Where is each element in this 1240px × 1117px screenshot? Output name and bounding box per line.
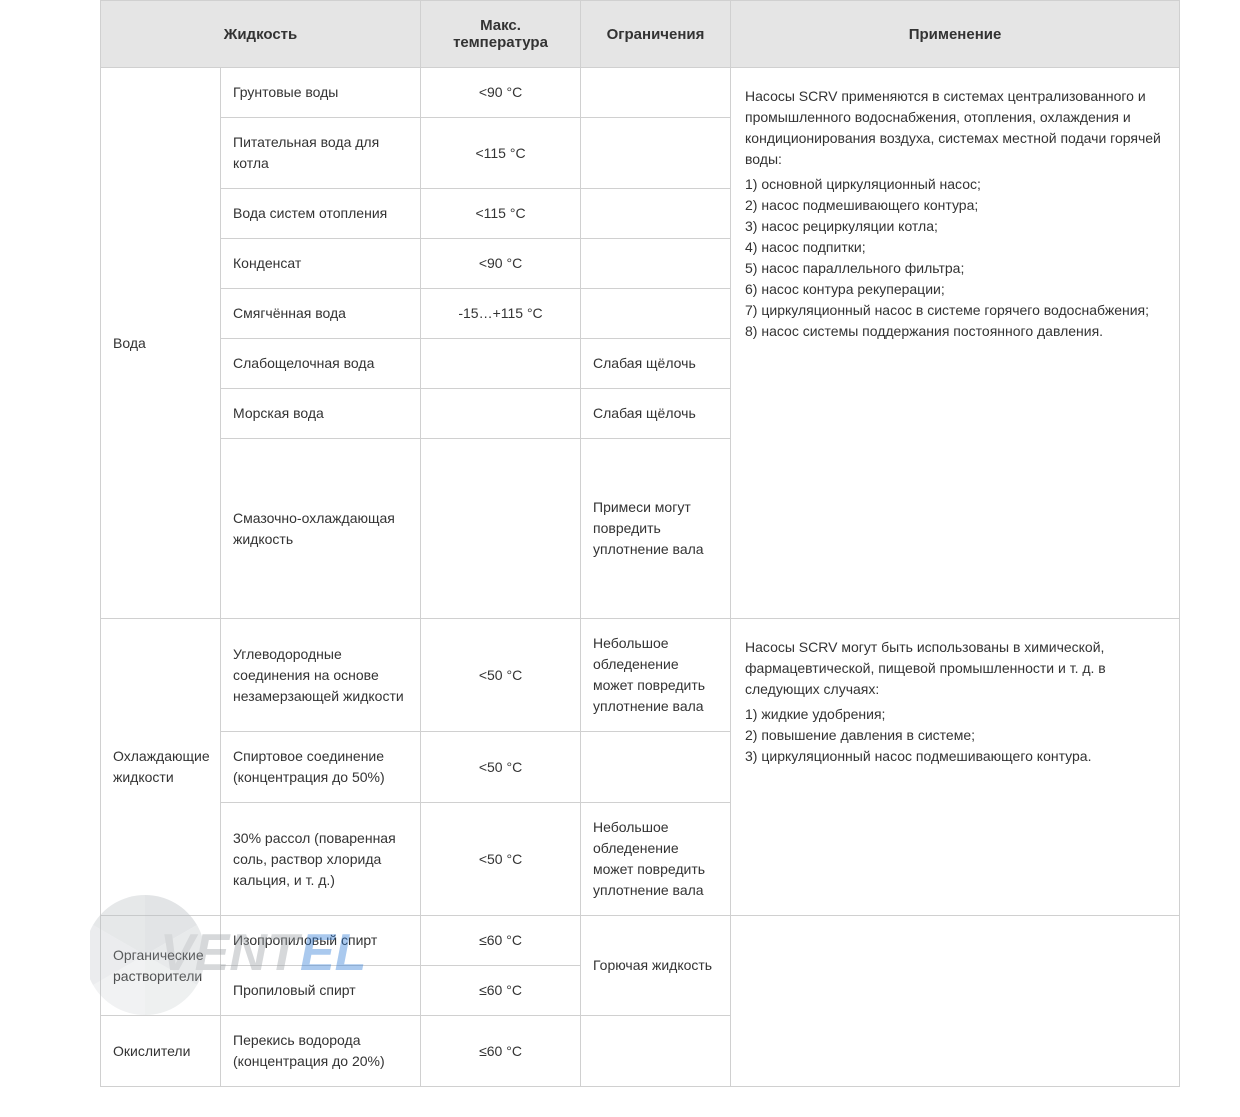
liquid-cell: Пропиловый спирт <box>221 966 421 1016</box>
application-intro: Насосы SCRV применяются в системах центр… <box>745 86 1165 170</box>
liquid-cell: Морская вода <box>221 389 421 439</box>
restriction-cell <box>581 239 731 289</box>
application-item: 2) насос подмешивающего контура; <box>745 195 1165 216</box>
liquid-cell: 30% рассол (поваренная соль, раствор хло… <box>221 803 421 916</box>
application-cell: Насосы SCRV могут быть использованы в хи… <box>731 619 1180 916</box>
category-cell: Окислители <box>101 1016 221 1087</box>
application-item: 3) циркуляционный насос подмешивающего к… <box>745 746 1165 767</box>
liquid-cell: Питательная вода для котла <box>221 118 421 189</box>
restriction-cell <box>581 289 731 339</box>
table-row: Охлаждающие жидкости Углеводородные соед… <box>101 619 1180 732</box>
temp-cell: <90 °C <box>421 68 581 118</box>
application-cell <box>731 916 1180 1087</box>
application-cell: Насосы SCRV применяются в системах центр… <box>731 68 1180 619</box>
liquid-cell: Спиртовое соединение (концентрация до 50… <box>221 732 421 803</box>
restriction-cell: Небольшое обледенение может повредить уп… <box>581 803 731 916</box>
liquid-cell: Смазочно-охлаждающая жидкость <box>221 439 421 619</box>
application-item: 3) насос рециркуляции котла; <box>745 216 1165 237</box>
temp-cell <box>421 389 581 439</box>
restriction-cell: Слабая щёлочь <box>581 339 731 389</box>
restriction-cell: Горючая жидкость <box>581 916 731 1016</box>
temp-cell: ≤60 °C <box>421 1016 581 1087</box>
liquid-cell: Углеводородные соединения на основе неза… <box>221 619 421 732</box>
category-cell: Вода <box>101 68 221 619</box>
temp-cell: <50 °C <box>421 803 581 916</box>
restriction-cell: Небольшое обледенение может повредить уп… <box>581 619 731 732</box>
application-item: 5) насос параллельного фильтра; <box>745 258 1165 279</box>
col-application: Применение <box>731 1 1180 68</box>
restriction-cell <box>581 118 731 189</box>
restriction-cell <box>581 732 731 803</box>
application-item: 2) повышение давления в системе; <box>745 725 1165 746</box>
temp-cell: <115 °C <box>421 118 581 189</box>
col-temp: Макс. температура <box>421 1 581 68</box>
liquid-cell: Вода систем отопления <box>221 189 421 239</box>
application-item: 1) жидкие удобрения; <box>745 704 1165 725</box>
col-restriction: Ограничения <box>581 1 731 68</box>
application-intro: Насосы SCRV могут быть использованы в хи… <box>745 637 1165 700</box>
temp-cell: ≤60 °C <box>421 916 581 966</box>
table-row: Органические растворители Изопропиловый … <box>101 916 1180 966</box>
temp-cell <box>421 339 581 389</box>
liquid-cell: Грунтовые воды <box>221 68 421 118</box>
table-header-row: Жидкость Макс. температура Ограничения П… <box>101 1 1180 68</box>
temp-cell: <115 °C <box>421 189 581 239</box>
liquid-cell: Перекись водорода (концентрация до 20%) <box>221 1016 421 1087</box>
liquid-cell: Конденсат <box>221 239 421 289</box>
table-row: Вода Грунтовые воды <90 °C Насосы SCRV п… <box>101 68 1180 118</box>
restriction-cell <box>581 68 731 118</box>
application-item: 7) циркуляционный насос в системе горяче… <box>745 300 1165 321</box>
restriction-cell: Примеси могут повредить уплотнение вала <box>581 439 731 619</box>
restriction-cell <box>581 1016 731 1087</box>
liquid-cell: Слабощелочная вода <box>221 339 421 389</box>
liquids-table: Жидкость Макс. температура Ограничения П… <box>100 0 1180 1087</box>
temp-cell <box>421 439 581 619</box>
application-item: 4) насос подпитки; <box>745 237 1165 258</box>
application-item: 1) основной циркуляционный насос; <box>745 174 1165 195</box>
col-liquid: Жидкость <box>101 1 421 68</box>
category-cell: Органические растворители <box>101 916 221 1016</box>
temp-cell: ≤60 °C <box>421 966 581 1016</box>
temp-cell: <50 °C <box>421 732 581 803</box>
restriction-cell <box>581 189 731 239</box>
restriction-cell: Слабая щёлочь <box>581 389 731 439</box>
liquid-cell: Изопропиловый спирт <box>221 916 421 966</box>
category-cell: Охлаждающие жидкости <box>101 619 221 916</box>
temp-cell: -15…+115 °C <box>421 289 581 339</box>
temp-cell: <50 °C <box>421 619 581 732</box>
application-item: 6) насос контура рекуперации; <box>745 279 1165 300</box>
application-item: 8) насос системы поддержания постоянного… <box>745 321 1165 342</box>
temp-cell: <90 °C <box>421 239 581 289</box>
liquid-cell: Смягчённая вода <box>221 289 421 339</box>
